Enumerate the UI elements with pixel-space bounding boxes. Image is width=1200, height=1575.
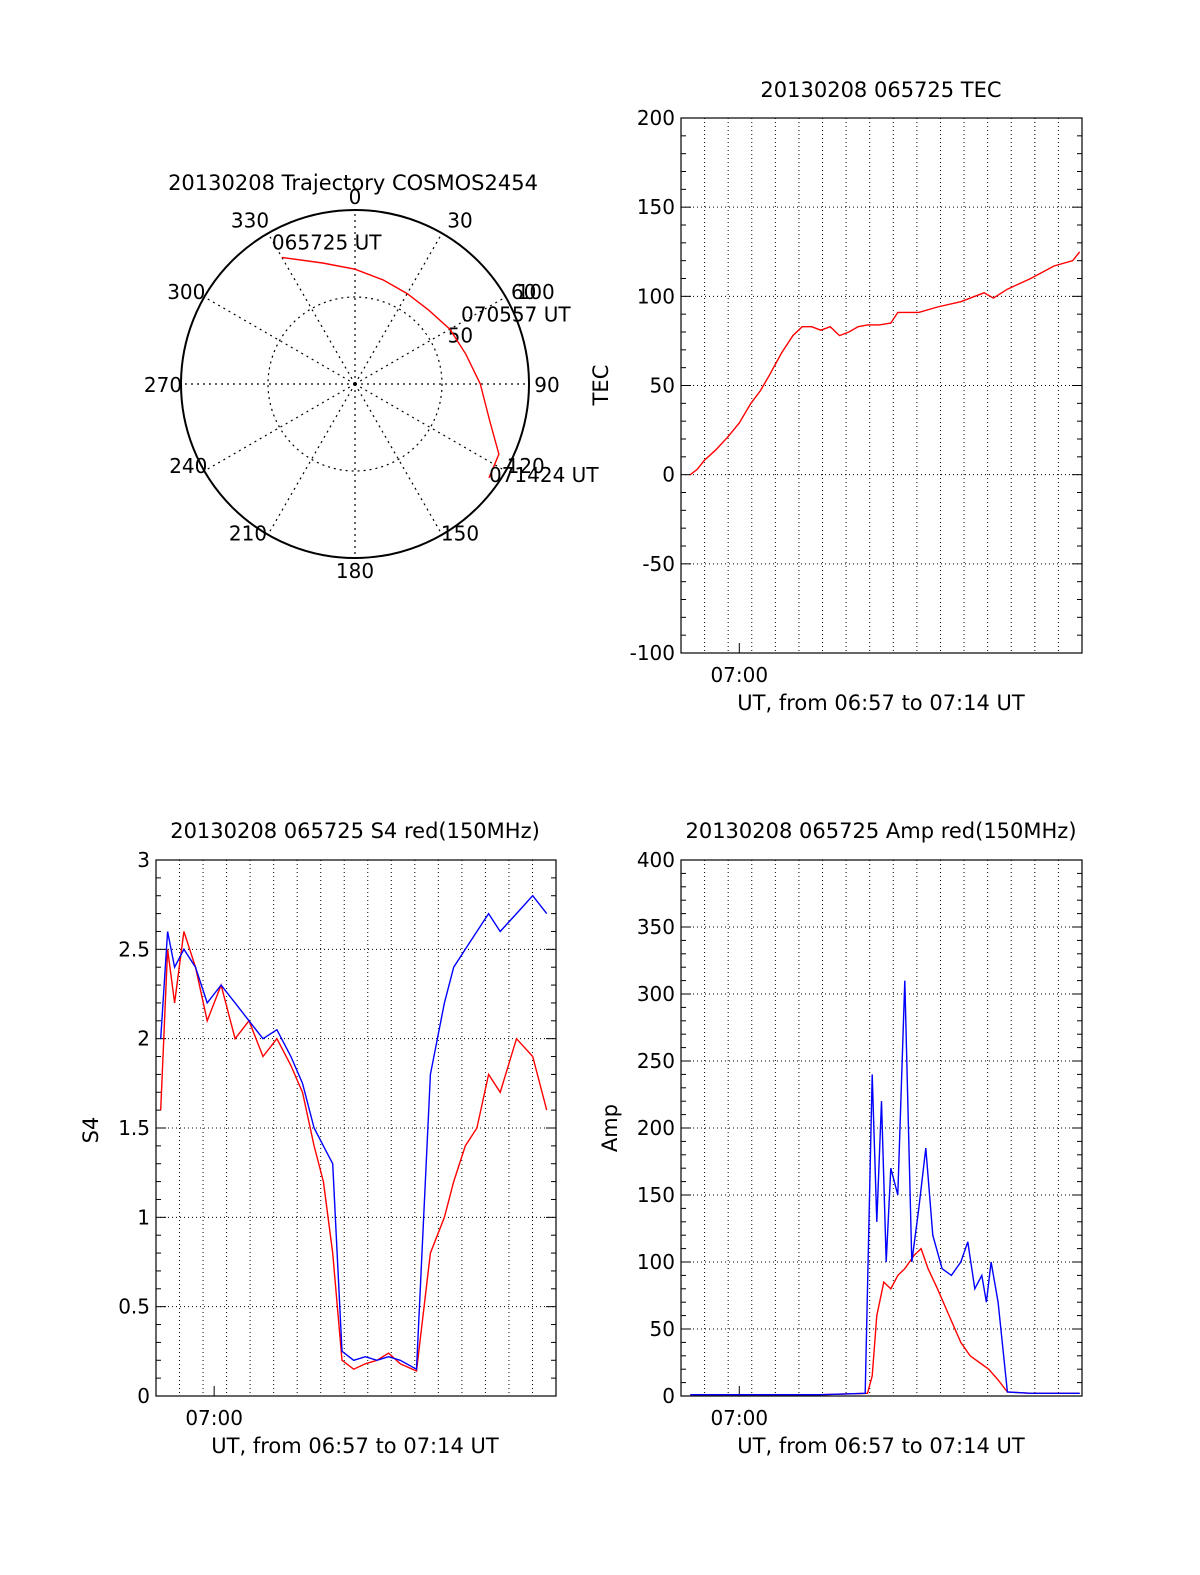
polar-radial-labels: 50 100 xyxy=(448,280,555,348)
y-ticks: 0 50 100 150 200 250 300 350 400 xyxy=(637,848,1082,1408)
y-axis-label-tec: TEC xyxy=(589,365,613,407)
polar-radial-label: 100 xyxy=(517,280,555,304)
polar-spoke-60 xyxy=(354,296,506,385)
y-tick-label: 0 xyxy=(137,1384,150,1408)
polar-series xyxy=(281,256,500,479)
y-tick-label: 200 xyxy=(637,1116,675,1140)
chart-title-trajectory: 20130208 Trajectory COSMOS2454 xyxy=(168,171,538,195)
y-tick-label: 1.5 xyxy=(118,1116,150,1140)
series-lines xyxy=(160,894,548,1373)
s4-chart: 20130208 065725 S4 red(150MHz) UT, from … xyxy=(79,819,557,1458)
polar-angle-labels: 0 30 60 90 120 150 180 210 240 270 300 330 xyxy=(144,185,560,583)
y-tick-label: 3 xyxy=(137,848,150,872)
polar-angle-label: 120 xyxy=(507,454,545,478)
polar-angle-label: 330 xyxy=(231,208,269,232)
polar-angle-label: 60 xyxy=(511,280,536,304)
series-lines xyxy=(689,251,1081,476)
polar-annotations: 065725 UT 070557 UT 071424 UT xyxy=(272,230,599,486)
polar-angle-label: 300 xyxy=(167,280,205,304)
y-tick-label: 50 xyxy=(650,1317,675,1341)
trajectory-line xyxy=(281,256,500,479)
y-tick-label: 2.5 xyxy=(118,937,150,961)
data-series-line xyxy=(160,931,548,1373)
polar-spoke-330 xyxy=(267,233,356,385)
grid-lines xyxy=(681,118,1082,653)
polar-angle-label: 240 xyxy=(169,454,207,478)
y-axis-label-s4: S4 xyxy=(79,1117,103,1144)
y-ticks: 0 0.5 1 1.5 2 2.5 3 xyxy=(118,848,556,1408)
chart-title-s4: 20130208 065725 S4 red(150MHz) xyxy=(170,819,540,843)
polar-spoke-210 xyxy=(267,383,356,535)
y-tick-label: -50 xyxy=(642,552,675,576)
grid-lines xyxy=(681,860,1082,1396)
polar-spoke-120 xyxy=(354,383,506,472)
x-tick-label: 07:00 xyxy=(710,1406,768,1430)
grid-lines xyxy=(156,860,556,1396)
polar-angle-label: 210 xyxy=(229,522,267,546)
polar-spoke-300 xyxy=(204,296,356,385)
y-tick-label: 100 xyxy=(637,1250,675,1274)
y-tick-label: 350 xyxy=(637,915,675,939)
y-tick-label: 1 xyxy=(137,1205,150,1229)
x-tick-label: 07:00 xyxy=(185,1406,243,1430)
data-series-line xyxy=(690,1247,1080,1396)
trajectory-time-label: 071424 UT xyxy=(489,463,599,487)
amp-chart: 20130208 065725 Amp red(150MHz) UT, from… xyxy=(598,819,1083,1458)
y-tick-label: -100 xyxy=(630,641,675,665)
polar-angle-label: 150 xyxy=(441,522,479,546)
x-ticks: 07:00 xyxy=(185,1386,243,1430)
y-ticks: -100 -50 0 50 100 150 200 xyxy=(630,106,1082,665)
tec-chart: 20130208 065725 TEC UT, from 06:57 to 07… xyxy=(589,78,1083,715)
polar-spoke-30 xyxy=(354,233,443,385)
y-tick-label: 250 xyxy=(637,1049,675,1073)
data-series-line xyxy=(689,251,1081,476)
polar-outer-circle xyxy=(180,209,530,559)
y-tick-label: 400 xyxy=(637,848,675,872)
y-tick-label: 150 xyxy=(637,195,675,219)
trajectory-time-label: 070557 UT xyxy=(461,303,571,327)
y-tick-label: 100 xyxy=(637,284,675,308)
polar-radial-label: 50 xyxy=(448,324,473,348)
y-axis-label-amp: Amp xyxy=(598,1104,622,1152)
y-tick-label: 0 xyxy=(662,463,675,487)
x-axis-label-amp: UT, from 06:57 to 07:14 UT xyxy=(737,1434,1025,1458)
chart-title-tec: 20130208 065725 TEC xyxy=(760,78,1001,102)
plot-frame xyxy=(680,117,1083,654)
polar-spoke-150 xyxy=(354,383,443,535)
polar-angle-label: 90 xyxy=(534,373,559,397)
polar-ring-50 xyxy=(267,296,443,472)
polar-grid xyxy=(180,209,530,559)
x-axis-label-s4: UT, from 06:57 to 07:14 UT xyxy=(211,1434,499,1458)
polar-angle-label: 0 xyxy=(349,185,362,209)
polar-angle-label: 270 xyxy=(144,373,182,397)
y-tick-label: 0.5 xyxy=(118,1295,150,1319)
y-tick-label: 200 xyxy=(637,106,675,130)
y-tick-label: 2 xyxy=(137,1027,150,1051)
data-series-line xyxy=(160,894,548,1371)
polar-angle-label: 180 xyxy=(336,559,374,583)
polar-angle-label: 30 xyxy=(447,208,472,232)
plot-frame xyxy=(155,859,557,1397)
x-tick-label: 07:00 xyxy=(710,663,768,687)
x-axis-label-tec: UT, from 06:57 to 07:14 UT xyxy=(737,691,1025,715)
y-tick-label: 50 xyxy=(650,374,675,398)
polar-spoke-240 xyxy=(204,383,356,472)
x-ticks: 07:00 xyxy=(710,1386,768,1430)
x-ticks: 07:00 xyxy=(710,643,768,687)
chart-title-amp: 20130208 065725 Amp red(150MHz) xyxy=(685,819,1076,843)
y-tick-label: 150 xyxy=(637,1183,675,1207)
y-tick-label: 0 xyxy=(662,1384,675,1408)
trajectory-time-label: 065725 UT xyxy=(272,230,382,254)
y-tick-label: 300 xyxy=(637,982,675,1006)
trajectory-polar-chart: 20130208 Trajectory COSMOS2454 0 30 60 90 12… xyxy=(144,171,599,583)
data-series-line xyxy=(690,980,1080,1396)
series-lines xyxy=(690,980,1080,1396)
plot-frame xyxy=(680,859,1083,1397)
